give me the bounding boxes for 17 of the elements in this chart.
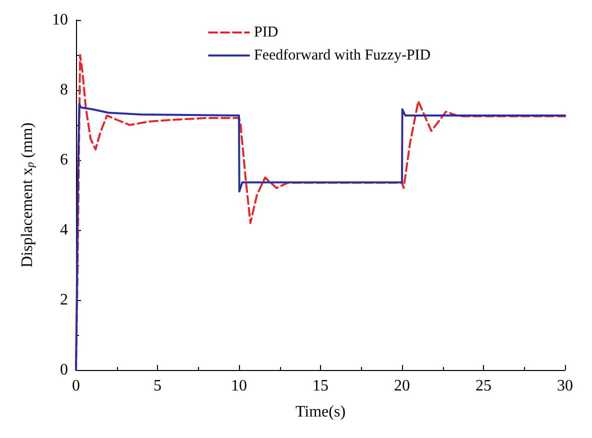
legend-label: PID [254, 24, 278, 40]
y-tick-label: 8 [60, 82, 68, 98]
x-tick-label: 15 [312, 378, 328, 394]
y-tick-label: 0 [60, 362, 68, 378]
x-axis-title: Time(s) [295, 404, 346, 420]
x-tick-label: 20 [394, 378, 410, 394]
y-tick-label: 10 [52, 12, 68, 28]
x-tick-label: 25 [476, 378, 492, 394]
y-tick-label: 6 [60, 152, 68, 168]
y-tick-label: 2 [60, 292, 68, 308]
y-tick-label: 4 [60, 222, 68, 238]
x-tick-label: 10 [231, 378, 247, 394]
x-tick-label: 0 [72, 378, 80, 394]
x-tick-label: 30 [557, 378, 573, 394]
y-axis-title: Displacement xp (mm) [19, 122, 36, 268]
x-tick-label: 5 [154, 378, 162, 394]
legend-label: Feedforward with Fuzzy-PID [254, 48, 431, 64]
